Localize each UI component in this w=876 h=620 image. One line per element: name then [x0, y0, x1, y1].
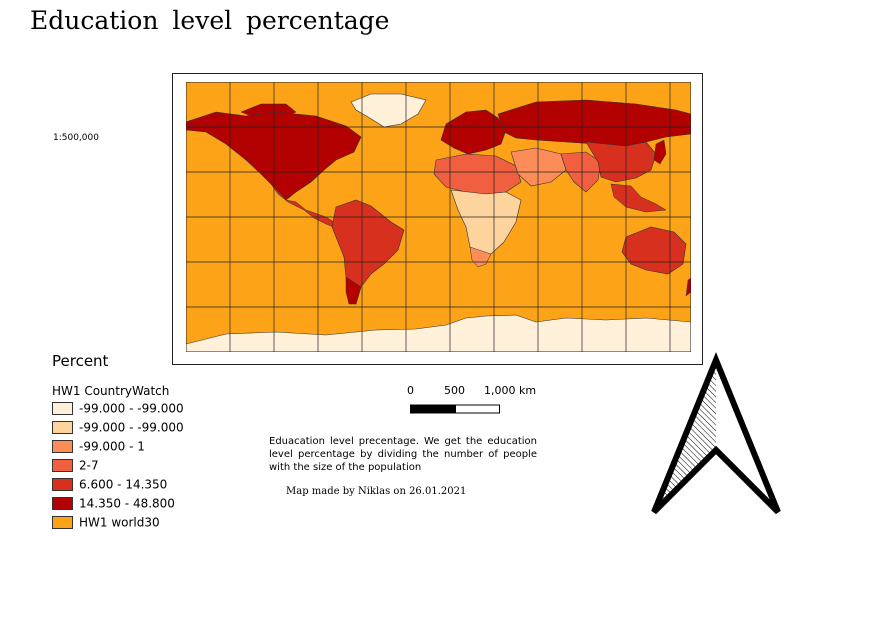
legend-item: -99.000 - -99.000 [52, 420, 184, 435]
legend-label: 6.600 - 14.350 [79, 477, 168, 492]
south-america [331, 199, 405, 305]
legend-item: HW1 world30 [52, 515, 160, 530]
legend-label: -99.000 - -99.000 [79, 401, 184, 416]
map-frame[interactable] [172, 73, 703, 365]
middle-east [510, 147, 567, 187]
central-africa [450, 189, 522, 261]
scale-label-1000: 1,000 km [484, 384, 537, 397]
legend-label: 14.350 - 48.800 [79, 496, 175, 511]
legend-item: -99.000 - -99.000 [52, 401, 184, 416]
south-america-south [345, 276, 362, 305]
legend-item: 14.350 - 48.800 [52, 496, 175, 511]
legend-label: 2-7 [79, 458, 99, 473]
map-description: Eduacation level precentage. We get the … [269, 436, 537, 473]
graticule [186, 82, 691, 352]
legend-swatch [52, 497, 73, 510]
legend-label: -99.000 - 1 [79, 439, 145, 454]
russia [497, 99, 691, 147]
legend-item: -99.000 - 1 [52, 439, 145, 454]
legend-swatch [52, 478, 73, 491]
legend-swatch [52, 421, 73, 434]
legend-layer-name: HW1 CountryWatch [52, 384, 170, 398]
map-credit: Map made by Niklas on 26.01.2021 [286, 486, 467, 497]
legend-item: 2-7 [52, 458, 99, 473]
scale-label-500: 500 [444, 384, 465, 397]
southeast-asia [610, 183, 667, 213]
scale-label-0: 0 [407, 384, 414, 397]
legend-swatch [52, 402, 73, 415]
new-zealand [685, 277, 691, 297]
legend-label: -99.000 - -99.000 [79, 420, 184, 435]
legend-title: Percent [52, 352, 109, 370]
legend-swatch [52, 440, 73, 453]
legend-label: HW1 world30 [79, 515, 160, 530]
map-title: Education level percentage [30, 6, 390, 35]
world-map[interactable] [186, 82, 691, 352]
north-arrow-icon [651, 352, 781, 515]
legend-swatch [52, 459, 73, 472]
legend-item: 6.600 - 14.350 [52, 477, 167, 492]
japan [653, 139, 667, 165]
scale-bar-graphic [410, 404, 500, 414]
scale-ratio: 1:500,000 [53, 133, 99, 143]
legend-swatch [52, 516, 73, 529]
